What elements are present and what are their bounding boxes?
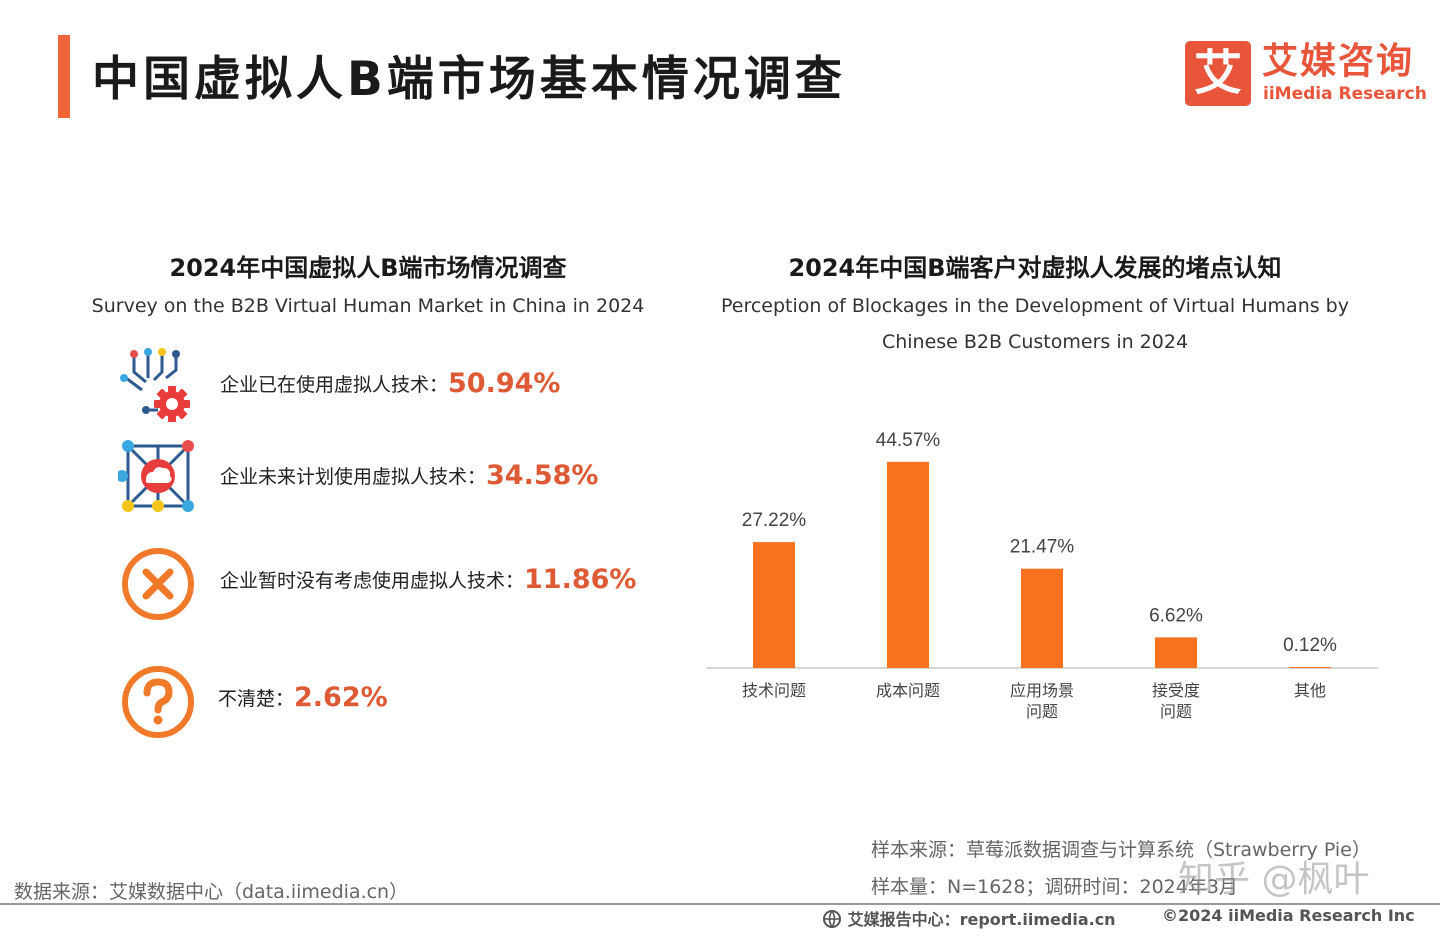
value-label-2: 21.47% <box>1010 537 1075 558</box>
bar-2 <box>1021 568 1063 668</box>
iimedia-logo: 艾 艾媒咨询 iiMedia Research <box>1185 40 1427 108</box>
category-label-3-1: 问题 <box>1160 702 1192 721</box>
bar-3 <box>1155 637 1197 668</box>
category-label-2: 应用场景 <box>1010 681 1074 700</box>
stat-label-unclear: 不清楚： <box>218 688 295 710</box>
right-panel-subtitle-line1: Perception of Blockages in the Developme… <box>720 295 1349 317</box>
category-label-1: 成本问题 <box>876 681 940 700</box>
cloud-network-icon <box>118 440 194 512</box>
footer-divider <box>0 903 1440 905</box>
stat-value-unclear: 2.62% <box>294 682 388 713</box>
zhihu-watermark: 知乎 @枫叶 <box>1178 859 1370 900</box>
stat-label-using: 企业已在使用虚拟人技术： <box>220 374 449 396</box>
category-label-4: 其他 <box>1294 681 1326 700</box>
category-label-3: 接受度 <box>1152 681 1200 700</box>
sample-source-note: 样本来源：草莓派数据调查与计算系统（Strawberry Pie） <box>871 839 1371 861</box>
stat-label-not-considered: 企业暂时没有考虑使用虚拟人技术： <box>220 570 525 592</box>
copyright: ©2024 iiMedia Research Inc <box>1162 906 1415 925</box>
right-panel-subtitle-line2: Chinese B2B Customers in 2024 <box>881 331 1189 353</box>
category-label-0: 技术问题 <box>742 681 806 700</box>
left-panel-title: 2024年中国虚拟人B端市场情况调查 <box>169 254 567 282</box>
report-center-text: 艾媒报告中心：report.iimedia.cn <box>847 910 1116 929</box>
cross-circle-icon <box>122 548 194 620</box>
title-accent-bar <box>58 35 70 118</box>
stat-value-not-considered: 11.86% <box>524 564 637 595</box>
page-title: 中国虚拟人B端市场基本情况调查 <box>92 52 846 107</box>
value-label-1: 44.57% <box>876 430 941 451</box>
bar-1 <box>887 461 929 668</box>
bar-4 <box>1289 667 1331 668</box>
logo-en-text: iiMedia Research <box>1263 84 1427 104</box>
value-label-3: 6.62% <box>1149 605 1203 626</box>
report-center-link[interactable]: 艾媒报告中心：report.iimedia.cn <box>822 906 1116 930</box>
category-label-2-1: 问题 <box>1026 702 1058 721</box>
logo-mark: 艾 <box>1185 41 1251 106</box>
right-panel-title: 2024年中国B端客户对虚拟人发展的堵点认知 <box>788 254 1282 282</box>
value-label-0: 27.22% <box>742 510 807 531</box>
stat-value-using: 50.94% <box>448 368 561 399</box>
question-circle-icon <box>122 666 194 738</box>
stat-value-planning: 34.58% <box>486 460 599 491</box>
sample-size-note: 样本量：N=1628；调研时间：2024年3月 <box>871 876 1238 898</box>
tech-gear-icon <box>120 348 190 422</box>
data-source-note: 数据来源：艾媒数据中心（data.iimedia.cn） <box>14 881 409 903</box>
bar-0 <box>753 542 795 668</box>
value-label-4: 0.12% <box>1283 635 1337 656</box>
stat-label-planning: 企业未来计划使用虚拟人技术： <box>220 466 487 488</box>
logo-cn-text: 艾媒咨询 <box>1262 41 1415 82</box>
globe-icon <box>823 910 841 928</box>
left-panel-subtitle: Survey on the B2B Virtual Human Market i… <box>91 295 645 317</box>
